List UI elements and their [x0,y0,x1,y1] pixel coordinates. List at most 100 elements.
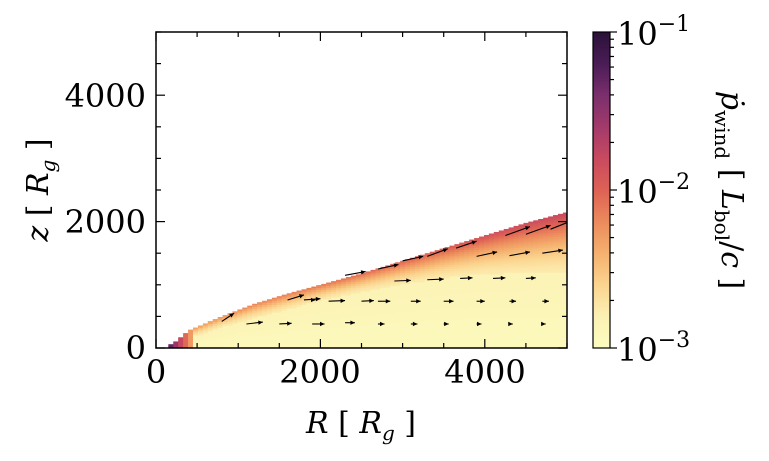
heatmap-cell [543,285,549,288]
heatmap-cell [528,332,534,336]
heatmap-cell [355,302,362,305]
heatmap-cell [217,340,224,343]
heatmap-cell [419,296,426,300]
heatmap-cell [395,336,401,340]
heatmap-cell [533,256,539,260]
heatmap-cell [518,327,525,330]
heatmap-cell [336,287,342,290]
heatmap-cell [217,329,224,332]
heatmap-cell [454,344,460,347]
heatmap-cell [479,245,485,249]
heatmap-cell [479,325,485,328]
heatmap-cell [380,283,386,287]
heatmap-cell [336,298,342,302]
heatmap-cell [385,277,391,281]
heatmap-cell [543,264,549,268]
heatmap-cell [331,306,337,309]
heatmap-cell [444,275,451,279]
heatmap-cell [459,311,465,315]
heatmap-cell [553,315,559,319]
heatmap-cell [252,330,258,334]
heatmap-cell [454,279,460,283]
heatmap-cell [336,344,342,347]
heatmap-cell [528,342,534,345]
heatmap-cell [553,215,559,216]
heatmap-cell [178,340,184,343]
heatmap-cell [336,340,342,343]
heatmap-cell [400,302,406,305]
heatmap-cell [281,319,288,323]
heatmap-cell [474,270,480,273]
heatmap-cell [557,258,564,262]
heatmap-cell [439,342,446,345]
heatmap-cell [429,329,436,332]
heatmap-cell [429,332,436,336]
heatmap-cell [434,308,441,311]
heatmap-cell [276,302,283,305]
heatmap-cell [469,315,475,319]
heatmap-cell [395,283,401,287]
heatmap-cell [409,262,416,266]
heatmap-cell [336,330,342,334]
heatmap-cell [227,344,234,347]
heatmap-cell [345,317,352,321]
heatmap-cell [543,228,549,232]
heatmap-cell [533,239,539,243]
heatmap-cell [360,283,367,287]
heatmap-cell [365,283,372,287]
heatmap-cell [296,329,303,332]
heatmap-cell [562,253,567,256]
heatmap-cell [488,258,495,262]
heatmap-cell [232,334,238,338]
heatmap-cell [562,342,567,345]
heatmap-cell [296,340,303,343]
heatmap-cell [538,302,544,305]
heatmap-cell [488,260,495,264]
heatmap-cell [503,294,510,298]
heatmap-cell [331,317,337,321]
heatmap-cell [538,329,544,332]
heatmap-cell [562,226,567,230]
heatmap-cell [444,260,451,264]
heatmap-cell [345,344,352,347]
heatmap-cell [543,319,549,323]
heatmap-cell [557,275,564,279]
heatmap-cell [493,234,500,237]
heatmap-cell [242,346,248,348]
heatmap-cell [543,255,549,258]
heatmap-cell [483,300,490,304]
heatmap-cell [557,291,564,294]
heatmap-cell [197,329,204,332]
heatmap-cell [533,251,539,254]
heatmap-cell [316,342,322,345]
heatmap-cell [474,310,480,313]
heatmap-cell [523,291,529,294]
heatmap-cell [454,283,460,287]
heatmap-cell [553,293,559,296]
heatmap-cell [281,308,288,311]
heatmap-cell [459,270,465,273]
heatmap-cell [528,247,534,251]
heatmap-cell [528,319,534,323]
heatmap-cell [459,336,465,340]
heatmap-cell [429,298,436,302]
heatmap-cell [276,310,283,313]
heatmap-cell [562,255,567,258]
heatmap-cell [518,293,525,296]
heatmap-cell [493,272,500,275]
heatmap-cell [370,310,377,313]
heatmap-cell [488,311,495,315]
heatmap-cell [385,344,391,347]
heatmap-cell [237,346,243,348]
heatmap-cell [336,300,342,304]
heatmap-cell [533,220,539,222]
heatmap-cell [479,294,485,298]
heatmap-cell [562,315,567,319]
heatmap-cell [296,315,303,319]
heatmap-cell [340,294,347,298]
heatmap-cell [543,256,549,260]
heatmap-cell [464,268,470,271]
heatmap-cell [360,330,367,334]
heatmap-cell [247,340,253,343]
heatmap-cell [518,287,525,290]
